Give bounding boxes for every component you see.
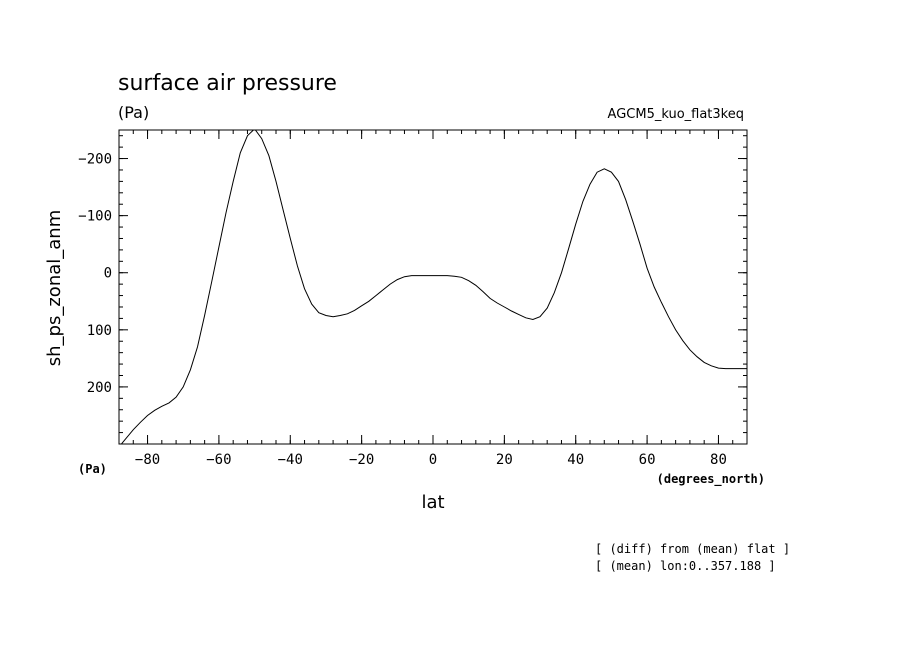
plot-frame [118, 129, 748, 445]
x-tick-label: −20 [349, 452, 374, 468]
x-units-label: (degrees_north) [657, 472, 765, 487]
x-tick-label: 0 [429, 452, 437, 468]
x-tick-label: −80 [135, 452, 160, 468]
y-tick-label: 0 [104, 266, 112, 282]
x-tick-label: −60 [206, 452, 231, 468]
y-tick-label: −200 [78, 152, 112, 168]
x-tick-label: 20 [496, 452, 513, 468]
dataset-label: AGCM5_kuo_flat3keq [608, 107, 744, 122]
footnote-diff: [ (diff) from (mean) flat ] [595, 542, 790, 556]
x-tick-label: 60 [639, 452, 656, 468]
footnote-mean: [ (mean) lon:0..357.188 ] [595, 559, 776, 573]
chart-title: surface air pressure [118, 71, 337, 96]
x-tick-label: 80 [710, 452, 727, 468]
y-axis: −200 −100 0 100 200 [78, 135, 747, 445]
x-axis: −80 −60 −40 −20 0 20 40 60 80 [118, 130, 748, 468]
y-tick-label: −100 [78, 209, 112, 225]
x-axis-label: lat [421, 492, 444, 513]
y-tick-label: 100 [87, 323, 112, 339]
units-label: (Pa) [118, 103, 149, 122]
y-axis-label: sh_ps_zonal_anm [44, 210, 65, 366]
y-tick-label: 200 [87, 380, 112, 396]
x-tick-label: 40 [567, 452, 584, 468]
x-tick-label: −40 [278, 452, 303, 468]
series-line [120, 130, 747, 444]
y-units-label: (Pa) [78, 462, 107, 476]
